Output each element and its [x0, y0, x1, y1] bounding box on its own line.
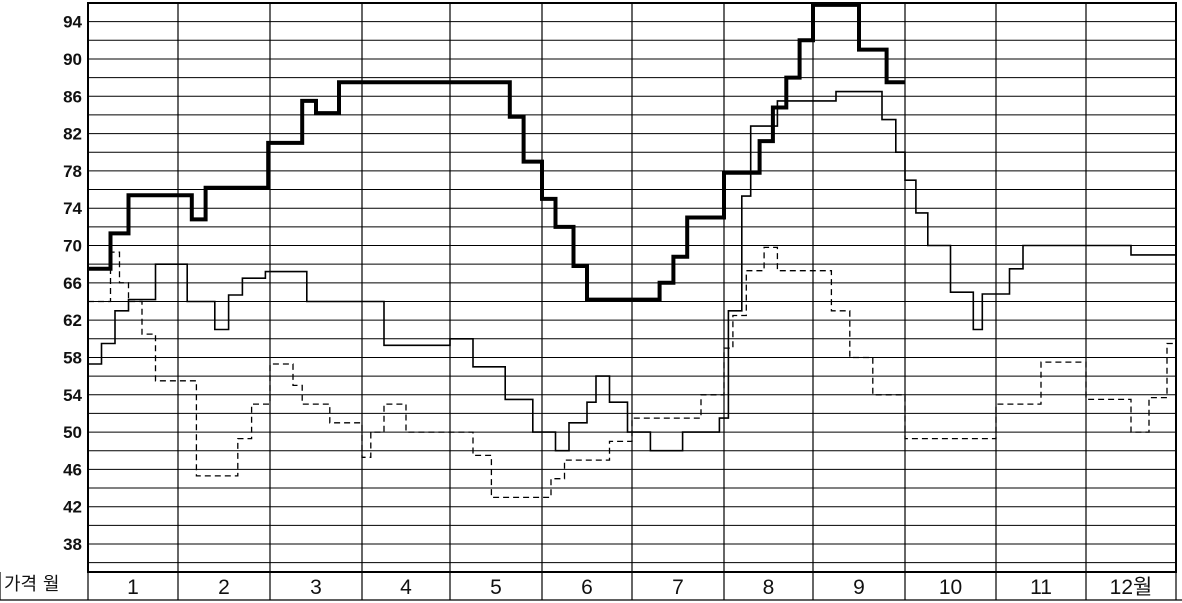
y-tick-66: 66: [63, 274, 82, 293]
y-tick-38: 38: [63, 535, 82, 554]
y-tick-50: 50: [63, 423, 82, 442]
y-tick-90: 90: [63, 50, 82, 69]
y-tick-46: 46: [63, 460, 82, 479]
y-tick-74: 74: [63, 199, 82, 218]
y-tick-94: 94: [63, 13, 82, 32]
y-tick-62: 62: [63, 311, 82, 330]
x-tick-month-5: 5: [490, 576, 502, 599]
x-tick-month-8: 8: [763, 576, 775, 599]
x-tick-month-4: 4: [400, 576, 412, 599]
y-tick-58: 58: [63, 348, 82, 367]
x-tick-month-1: 1: [127, 576, 139, 599]
y-axis-tick-labels: 38 42 46 50 54 58 62 66 70 74 78 82 86 90 94: [63, 13, 82, 554]
x-tick-month-11: 11: [1030, 576, 1052, 599]
y-tick-42: 42: [63, 498, 82, 517]
series-line-thin-solid: [88, 90, 1176, 452]
x-tick-month-6: 6: [581, 576, 593, 599]
x-tick-month-3: 3: [310, 576, 322, 599]
y-tick-70: 70: [63, 237, 82, 256]
x-tick-month-9: 9: [853, 576, 865, 599]
x-tick-month-10: 10: [939, 576, 962, 599]
series-lines: [88, 2, 1176, 499]
y-tick-54: 54: [63, 386, 82, 405]
series-line-thick-solid: [88, 2, 905, 302]
x-tick-month-2: 2: [218, 576, 230, 599]
corner-label: 가격 월: [4, 574, 59, 595]
y-tick-78: 78: [63, 162, 82, 181]
x-tick-month-12: 12월: [1110, 576, 1153, 599]
x-axis-month-labels: 1 2 3 4 5 6 7 8 9 10 11 12월: [127, 576, 1152, 599]
y-tick-82: 82: [63, 125, 82, 144]
x-tick-month-7: 7: [672, 576, 684, 599]
series-line-dashed: [88, 246, 1176, 499]
plot-border: [87, 2, 1177, 573]
y-tick-86: 86: [63, 87, 82, 106]
